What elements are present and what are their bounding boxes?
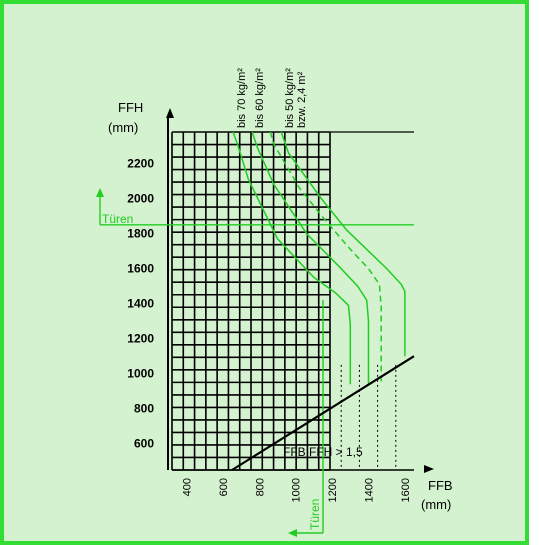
x-tick-label: 1200 — [327, 478, 339, 502]
series-label-1: bis 70 kg/m² — [236, 68, 248, 128]
series-line-4 — [280, 131, 406, 357]
series-label-line: bis 50 kg/m² — [284, 68, 296, 128]
x-tick-label: 1400 — [364, 478, 376, 502]
boundary-line: FFB FFH > 1,5 — [231, 355, 415, 471]
y-tick-label: 2000 — [127, 192, 154, 206]
series-label-line: bzw. 2,4 m² — [296, 71, 308, 128]
text-labels: FFH (mm) FFB (mm) bis 70 kg/m² bis 60 kg/… — [108, 68, 453, 512]
y-tick-label: 600 — [134, 437, 154, 451]
boundary-label: FFB FFH > 1,5 — [283, 445, 363, 459]
y-tick-label: 1000 — [127, 367, 154, 381]
y-tick-label: 800 — [134, 402, 154, 416]
series-label-2: bis 60 kg/m² — [254, 68, 266, 128]
x-tick-label: 400 — [182, 478, 194, 496]
x-axis-arrow — [424, 465, 434, 473]
series-label-3: bis 50 kg/m²bzw. 2,4 m² — [284, 68, 308, 128]
reference-label-horizontal: Türen — [102, 212, 133, 226]
x-tick-label: 1600 — [400, 478, 412, 502]
series-line-2 — [251, 131, 370, 385]
grid — [166, 108, 434, 473]
y-tick-label: 1800 — [127, 227, 154, 241]
y-tick-label: 1400 — [127, 297, 154, 311]
y-axis-unit: (mm) — [108, 120, 138, 135]
x-tick-label: 1000 — [291, 478, 303, 502]
series-line-1 — [232, 131, 352, 385]
reference-marker-arrow — [96, 188, 104, 197]
boundary-diagonal — [231, 355, 415, 471]
series-lines — [232, 131, 406, 385]
x-tick-label: 600 — [218, 478, 230, 496]
y-tick-label: 2200 — [127, 157, 154, 171]
x-tick-label: 800 — [254, 478, 266, 496]
reference-lines: Türen Türen — [96, 188, 414, 537]
x-axis-unit: (mm) — [421, 497, 451, 512]
y-axis-arrow — [166, 108, 174, 118]
reference-marker-arrow — [288, 529, 297, 537]
x-axis-label: FFB — [428, 478, 453, 493]
y-axis-label: FFH — [118, 100, 143, 115]
y-tick-label: 1200 — [127, 332, 154, 346]
tick-labels: 600 800 1000 1200 1400 1600 1800 2000 2200 400 600… — [127, 157, 412, 503]
reference-label-vertical: Türen — [308, 499, 322, 530]
y-tick-label: 1600 — [127, 262, 154, 276]
